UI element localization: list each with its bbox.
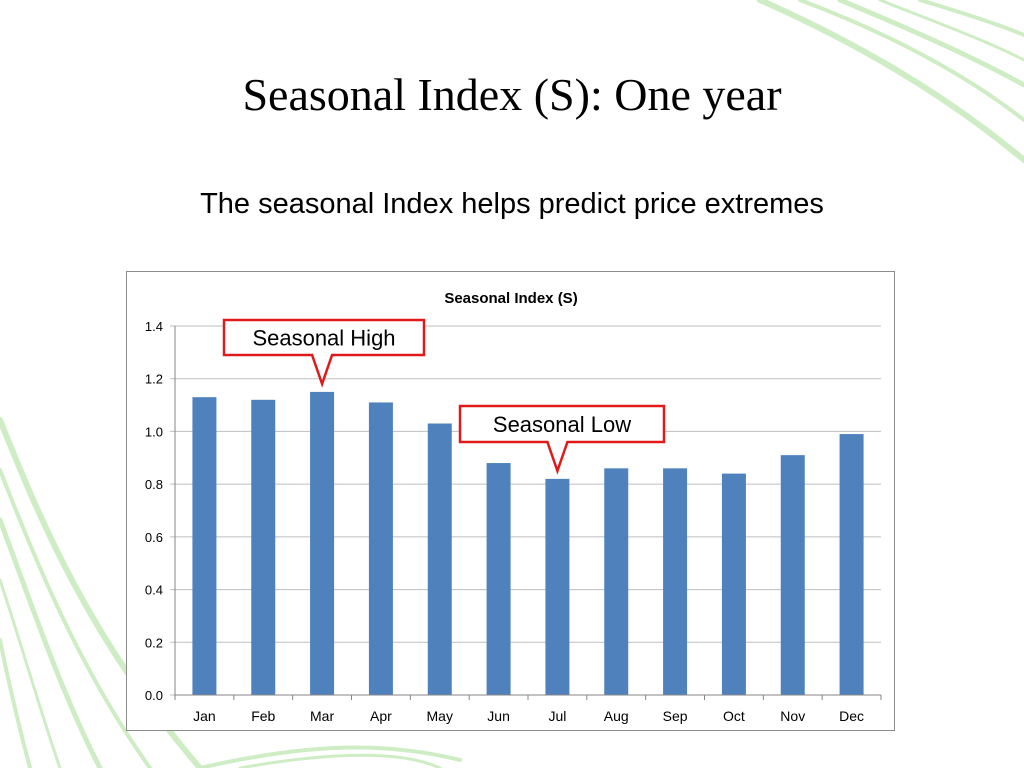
y-tick-label: 0.6 bbox=[145, 530, 163, 545]
x-tick-label: Jan bbox=[193, 708, 216, 724]
x-tick-label: Jul bbox=[548, 708, 566, 724]
y-axis-ticks: 0.0 0.2 0.4 0.6 0.8 1.0 1.2 1.4 bbox=[145, 319, 163, 703]
callout-label: Seasonal Low bbox=[493, 412, 631, 437]
bar-oct bbox=[721, 473, 746, 695]
callout-label: Seasonal High bbox=[252, 326, 395, 351]
callout-box bbox=[222, 318, 426, 388]
x-tick-label: Feb bbox=[251, 708, 275, 724]
gridlines bbox=[170, 325, 881, 696]
bar-may bbox=[427, 423, 452, 695]
chart-title: Seasonal Index (S) bbox=[444, 290, 577, 307]
callouts: Seasonal High Seasonal Low bbox=[222, 318, 666, 475]
bar-sep bbox=[663, 468, 688, 695]
x-tick-label: Mar bbox=[310, 708, 334, 724]
x-tick-label: Nov bbox=[780, 708, 805, 724]
axes bbox=[174, 326, 882, 700]
bar-nov bbox=[780, 455, 805, 695]
callout-box bbox=[458, 404, 666, 475]
chart-frame: Seasonal Index (S) 0.0 0.2 0.4 0.6 0.8 1.0 1.2… bbox=[126, 271, 895, 731]
slide-title: Seasonal Index (S): One year bbox=[242, 69, 782, 120]
slide-subtitle: The seasonal Index helps predict price e… bbox=[200, 188, 824, 220]
y-tick-label: 0.8 bbox=[145, 477, 163, 492]
y-tick-label: 1.0 bbox=[145, 424, 163, 439]
bar-dec bbox=[839, 434, 864, 695]
y-tick-label: 0.0 bbox=[145, 688, 163, 703]
bar-jul bbox=[545, 478, 570, 695]
x-tick-label: Aug bbox=[604, 708, 629, 724]
x-tick-label: May bbox=[427, 708, 453, 724]
x-tick-label: Jun bbox=[487, 708, 510, 724]
x-tick-label: Apr bbox=[370, 708, 392, 724]
x-axis-ticks: Jan Feb Mar Apr May Jun Jul Aug Sep Oct Nov Dec bbox=[193, 708, 864, 724]
bar-feb bbox=[251, 399, 276, 695]
y-tick-label: 0.4 bbox=[145, 583, 163, 598]
x-tick-label: Oct bbox=[723, 708, 745, 724]
bar-aug bbox=[604, 468, 629, 695]
bars bbox=[192, 391, 864, 695]
x-tick-label: Sep bbox=[663, 708, 688, 724]
bar-apr bbox=[368, 402, 393, 695]
seasonal-index-chart: Seasonal Index (S) 0.0 0.2 0.4 0.6 0.8 1.0 1.2… bbox=[145, 290, 882, 724]
bar-mar bbox=[310, 391, 335, 695]
y-tick-label: 1.2 bbox=[145, 372, 163, 387]
x-tick-label: Dec bbox=[839, 708, 864, 724]
y-tick-label: 1.4 bbox=[145, 319, 163, 334]
bar-jun bbox=[486, 463, 511, 695]
y-tick-label: 0.2 bbox=[145, 635, 163, 650]
bar-jan bbox=[192, 397, 217, 695]
